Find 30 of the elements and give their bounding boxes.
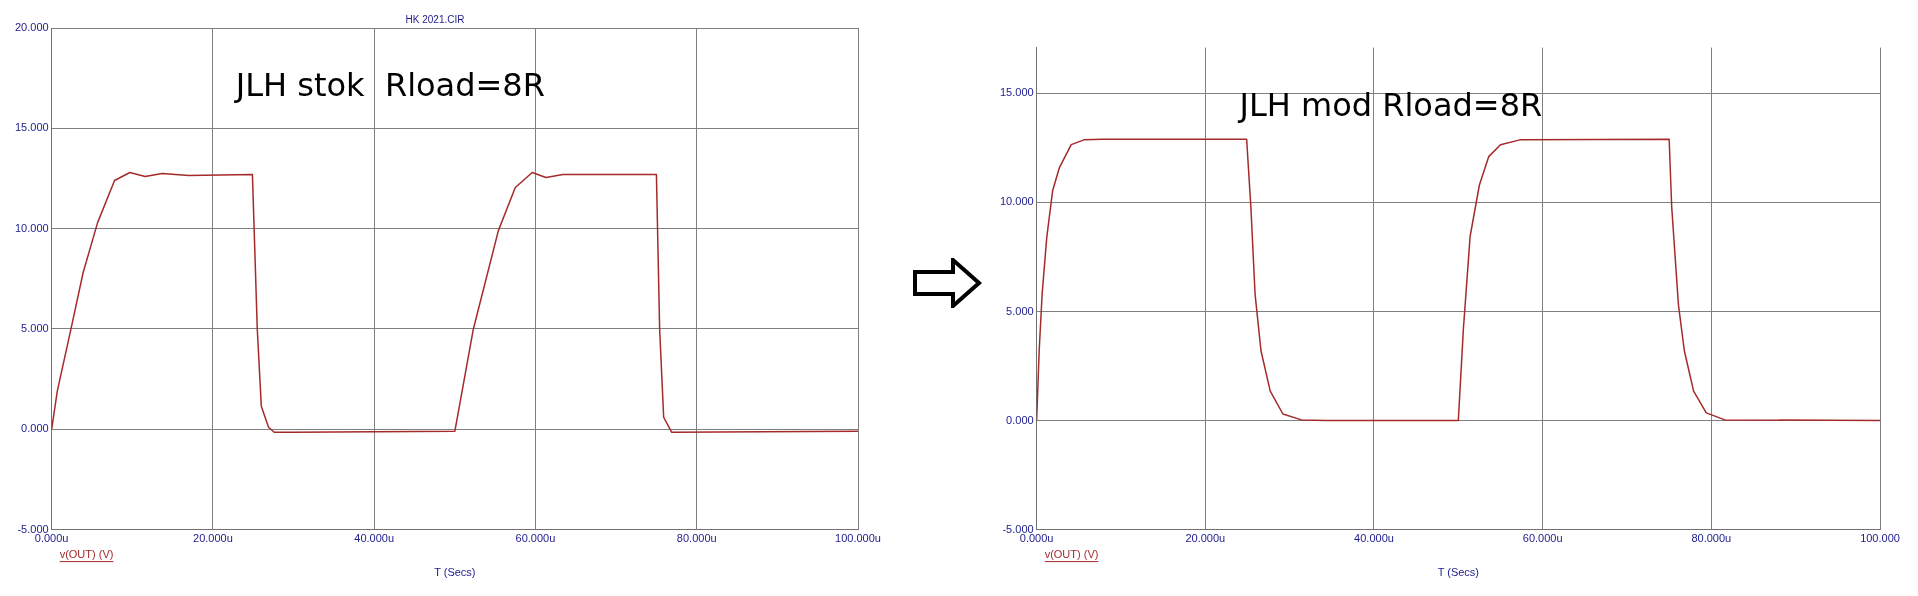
x-tick-label: 60.000u [515,532,556,545]
y-tick-label: 5.000 [21,321,49,334]
y-tick-label: -5.000 [17,522,49,535]
y-tick-label: 5.000 [1006,304,1034,317]
x-tick-label: 0.000u [1019,532,1054,545]
y-tick-label: 0.000 [1006,413,1034,426]
x-tick-label: 80.000u [676,532,717,545]
x-tick-label: 100.000 [1860,532,1900,545]
x-axis-title: T (Secs) [1437,566,1479,579]
y-tick-label: 15.000 [14,121,49,134]
y-tick-label: 10.000 [14,221,49,234]
x-tick-label: 20.000u [1185,532,1226,545]
annotation: JLH stok Rload=8R [233,66,545,105]
x-tick-label: 0.000u [34,532,69,545]
text: v(OUT) (V) [59,548,114,561]
x-tick-label: 20.000u [193,532,233,545]
y-tick-label: 15.000 [999,86,1034,99]
x-tick-label: 60.000u [1522,532,1563,545]
x-tick-label: 40.000u [1354,532,1394,545]
x-tick-label: 40.000u [354,532,395,545]
y-tick-label: 0.000 [21,422,49,435]
chart-title: HK 2021.CIR [405,13,465,25]
text: v(OUT) (V) [1044,548,1099,561]
y-tick-label: 20.000 [14,21,49,34]
y-tick-label: -5.000 [1002,522,1034,535]
x-tick-label: 80.000u [1691,532,1732,545]
annotation: JLH mod Rload=8R [1237,85,1543,124]
x-axis-title: T (Secs) [434,566,476,579]
y-tick-label: 10.000 [999,195,1034,208]
x-tick-label: 100.000u [835,532,881,545]
